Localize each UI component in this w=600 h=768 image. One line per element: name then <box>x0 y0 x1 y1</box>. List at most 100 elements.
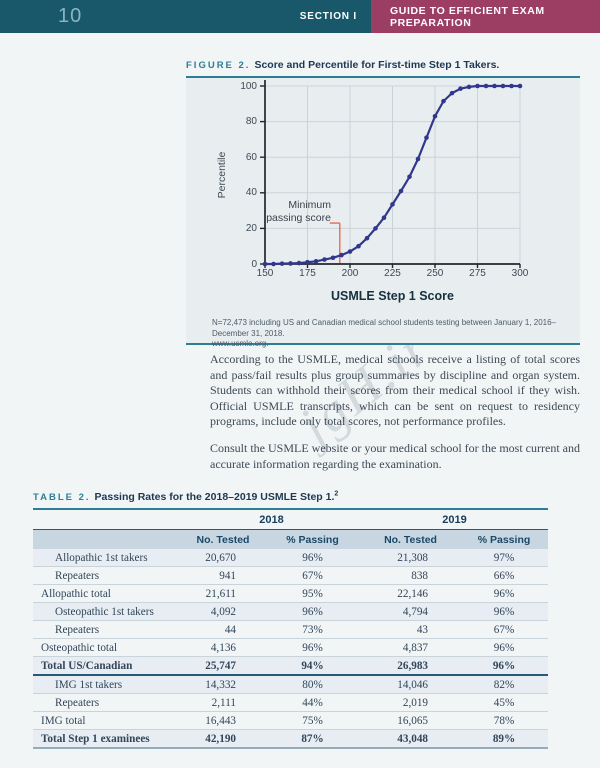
pct-passing-value: 96% <box>264 602 362 621</box>
y-tick-label: 40 <box>245 187 257 199</box>
chapter-title: GUIDE TO EFFICIENT EXAM PREPARATION <box>390 4 545 29</box>
no-tested-value: 14,332 <box>182 675 264 694</box>
pct-passing-value: 96% <box>264 549 362 567</box>
figure-panel: Percentile Minimum passing score USMLE S… <box>186 78 580 348</box>
table-row: Total US/Canadian 25,747 94% 26,983 96% <box>33 656 549 676</box>
x-tick-label: 250 <box>426 268 444 279</box>
no-tested-value: 14,046 <box>361 675 461 694</box>
column-header-row: No. Tested% Passing No. Tested% Passing <box>33 529 549 549</box>
column-header: % Passing <box>264 529 362 549</box>
no-tested-value: 4,092 <box>182 602 264 621</box>
table-row: IMG 1st takers 14,332 80% 14,046 82% <box>33 675 549 694</box>
note-line-1: N=72,473 including US and Canadian medic… <box>212 318 557 338</box>
y-tick-label: 80 <box>245 116 257 128</box>
body-text: According to the USMLE, medical schools … <box>210 352 580 483</box>
table-title-text: Passing Rates for the 2018–2019 USMLE St… <box>94 490 339 504</box>
no-tested-value: 22,146 <box>361 584 461 603</box>
no-tested-value: 26,983 <box>361 656 461 676</box>
x-tick-label: 150 <box>256 268 274 279</box>
row-label: Osteopathic total <box>33 638 182 657</box>
pct-passing-value: 94% <box>264 656 362 676</box>
passing-rates-table: 2018 2019 No. Tested% Passing No. Tested% P… <box>33 511 549 749</box>
row-label: Osteopathic 1st takers <box>33 602 182 621</box>
no-tested-value: 16,065 <box>361 711 461 730</box>
table-label: TABLE 2. <box>33 492 91 503</box>
page-header: 10 SECTION I GUIDE TO EFFICIENT EXAM PRE… <box>0 0 600 33</box>
pct-passing-value: 96% <box>460 656 549 676</box>
pct-passing-value: 82% <box>460 675 549 694</box>
annotation-line-2: passing score <box>266 211 331 224</box>
pct-passing-value: 67% <box>264 566 362 585</box>
pct-passing-value: 96% <box>460 602 549 621</box>
row-label: Total US/Canadian <box>33 656 182 676</box>
year-header-row: 2018 2019 <box>33 511 549 530</box>
row-label: Allopathic total <box>33 584 182 603</box>
header-title-block: GUIDE TO EFFICIENT EXAM PREPARATION <box>371 0 600 33</box>
min-passing-annotation: Minimum passing score <box>231 199 331 224</box>
no-tested-value: 43 <box>361 620 461 639</box>
figure-caption: FIGURE 2. Score and Percentile for First-… <box>186 55 580 78</box>
table-row: Repeaters 941 67% 838 66% <box>33 566 549 585</box>
row-label: IMG 1st takers <box>33 675 182 694</box>
pct-passing-value: 73% <box>264 620 362 639</box>
table-2: TABLE 2. Passing Rates for the 2018–2019 … <box>33 487 549 749</box>
page-number: 10 <box>58 5 83 27</box>
row-label: Repeaters <box>33 620 182 639</box>
x-tick-label: 275 <box>469 268 486 279</box>
pct-passing-value: 96% <box>460 584 549 603</box>
no-tested-value: 838 <box>361 566 461 585</box>
pct-passing-value: 44% <box>264 693 362 712</box>
no-tested-value: 4,136 <box>182 638 264 657</box>
pct-passing-value: 66% <box>460 566 549 585</box>
table-row: Osteopathic total 4,136 96% 4,837 96% <box>33 638 549 657</box>
x-tick-label: 200 <box>341 268 359 279</box>
row-label: Repeaters <box>33 566 182 585</box>
no-tested-value: 2,019 <box>361 693 461 712</box>
x-axis-label: USMLE Step 1 Score <box>331 289 454 303</box>
figure-source-note: N=72,473 including US and Canadian medic… <box>212 318 572 350</box>
pct-passing-value: 75% <box>264 711 362 730</box>
no-tested-value: 43,048 <box>361 729 461 749</box>
no-tested-value: 16,443 <box>182 711 264 730</box>
no-tested-value: 21,308 <box>361 549 461 567</box>
no-tested-value: 2,111 <box>182 693 264 712</box>
row-label: Repeaters <box>33 693 182 712</box>
note-line-2: www.usmle.org. <box>212 339 269 348</box>
pct-passing-value: 45% <box>460 693 549 712</box>
row-label: Allopathic 1st takers <box>33 549 182 567</box>
figure-label: FIGURE 2. <box>186 60 251 71</box>
pct-passing-value: 80% <box>264 675 362 694</box>
annotation-line-1: Minimum <box>288 199 331 211</box>
pct-passing-value: 96% <box>460 638 549 657</box>
no-tested-value: 4,794 <box>361 602 461 621</box>
pct-passing-value: 67% <box>460 620 549 639</box>
table-row: Total Step 1 examinees 42,190 87% 43,048 89% <box>33 729 549 749</box>
pct-passing-value: 97% <box>460 549 549 567</box>
year-header-2018: 2018 <box>182 511 362 530</box>
column-header: % Passing <box>460 529 549 549</box>
pct-passing-value: 78% <box>460 711 549 730</box>
table-caption: TABLE 2. Passing Rates for the 2018–2019 … <box>33 487 548 510</box>
pct-passing-value: 89% <box>460 729 549 749</box>
y-tick-label: 20 <box>245 222 257 234</box>
no-tested-value: 941 <box>182 566 264 585</box>
table-row: Repeaters 2,111 44% 2,019 45% <box>33 693 549 712</box>
x-tick-label: 175 <box>299 268 316 279</box>
no-tested-value: 44 <box>182 620 264 639</box>
no-tested-value: 25,747 <box>182 656 264 676</box>
year-header-2019: 2019 <box>361 511 549 530</box>
pct-passing-value: 95% <box>264 584 362 603</box>
pct-passing-value: 96% <box>264 638 362 657</box>
column-header: No. Tested <box>182 529 264 549</box>
no-tested-value: 4,837 <box>361 638 461 657</box>
column-header: No. Tested <box>361 529 461 549</box>
y-tick-label: 100 <box>240 80 257 92</box>
row-label: Total Step 1 examinees <box>33 729 182 749</box>
row-label: IMG total <box>33 711 182 730</box>
no-tested-value: 20,670 <box>182 549 264 567</box>
table-row: Repeaters 44 73% 43 67% <box>33 620 549 639</box>
header-section-block: 10 SECTION I <box>0 0 371 33</box>
footnote-marker: 2 <box>334 490 339 498</box>
x-tick-label: 300 <box>511 268 529 279</box>
y-tick-label: 60 <box>245 151 257 163</box>
